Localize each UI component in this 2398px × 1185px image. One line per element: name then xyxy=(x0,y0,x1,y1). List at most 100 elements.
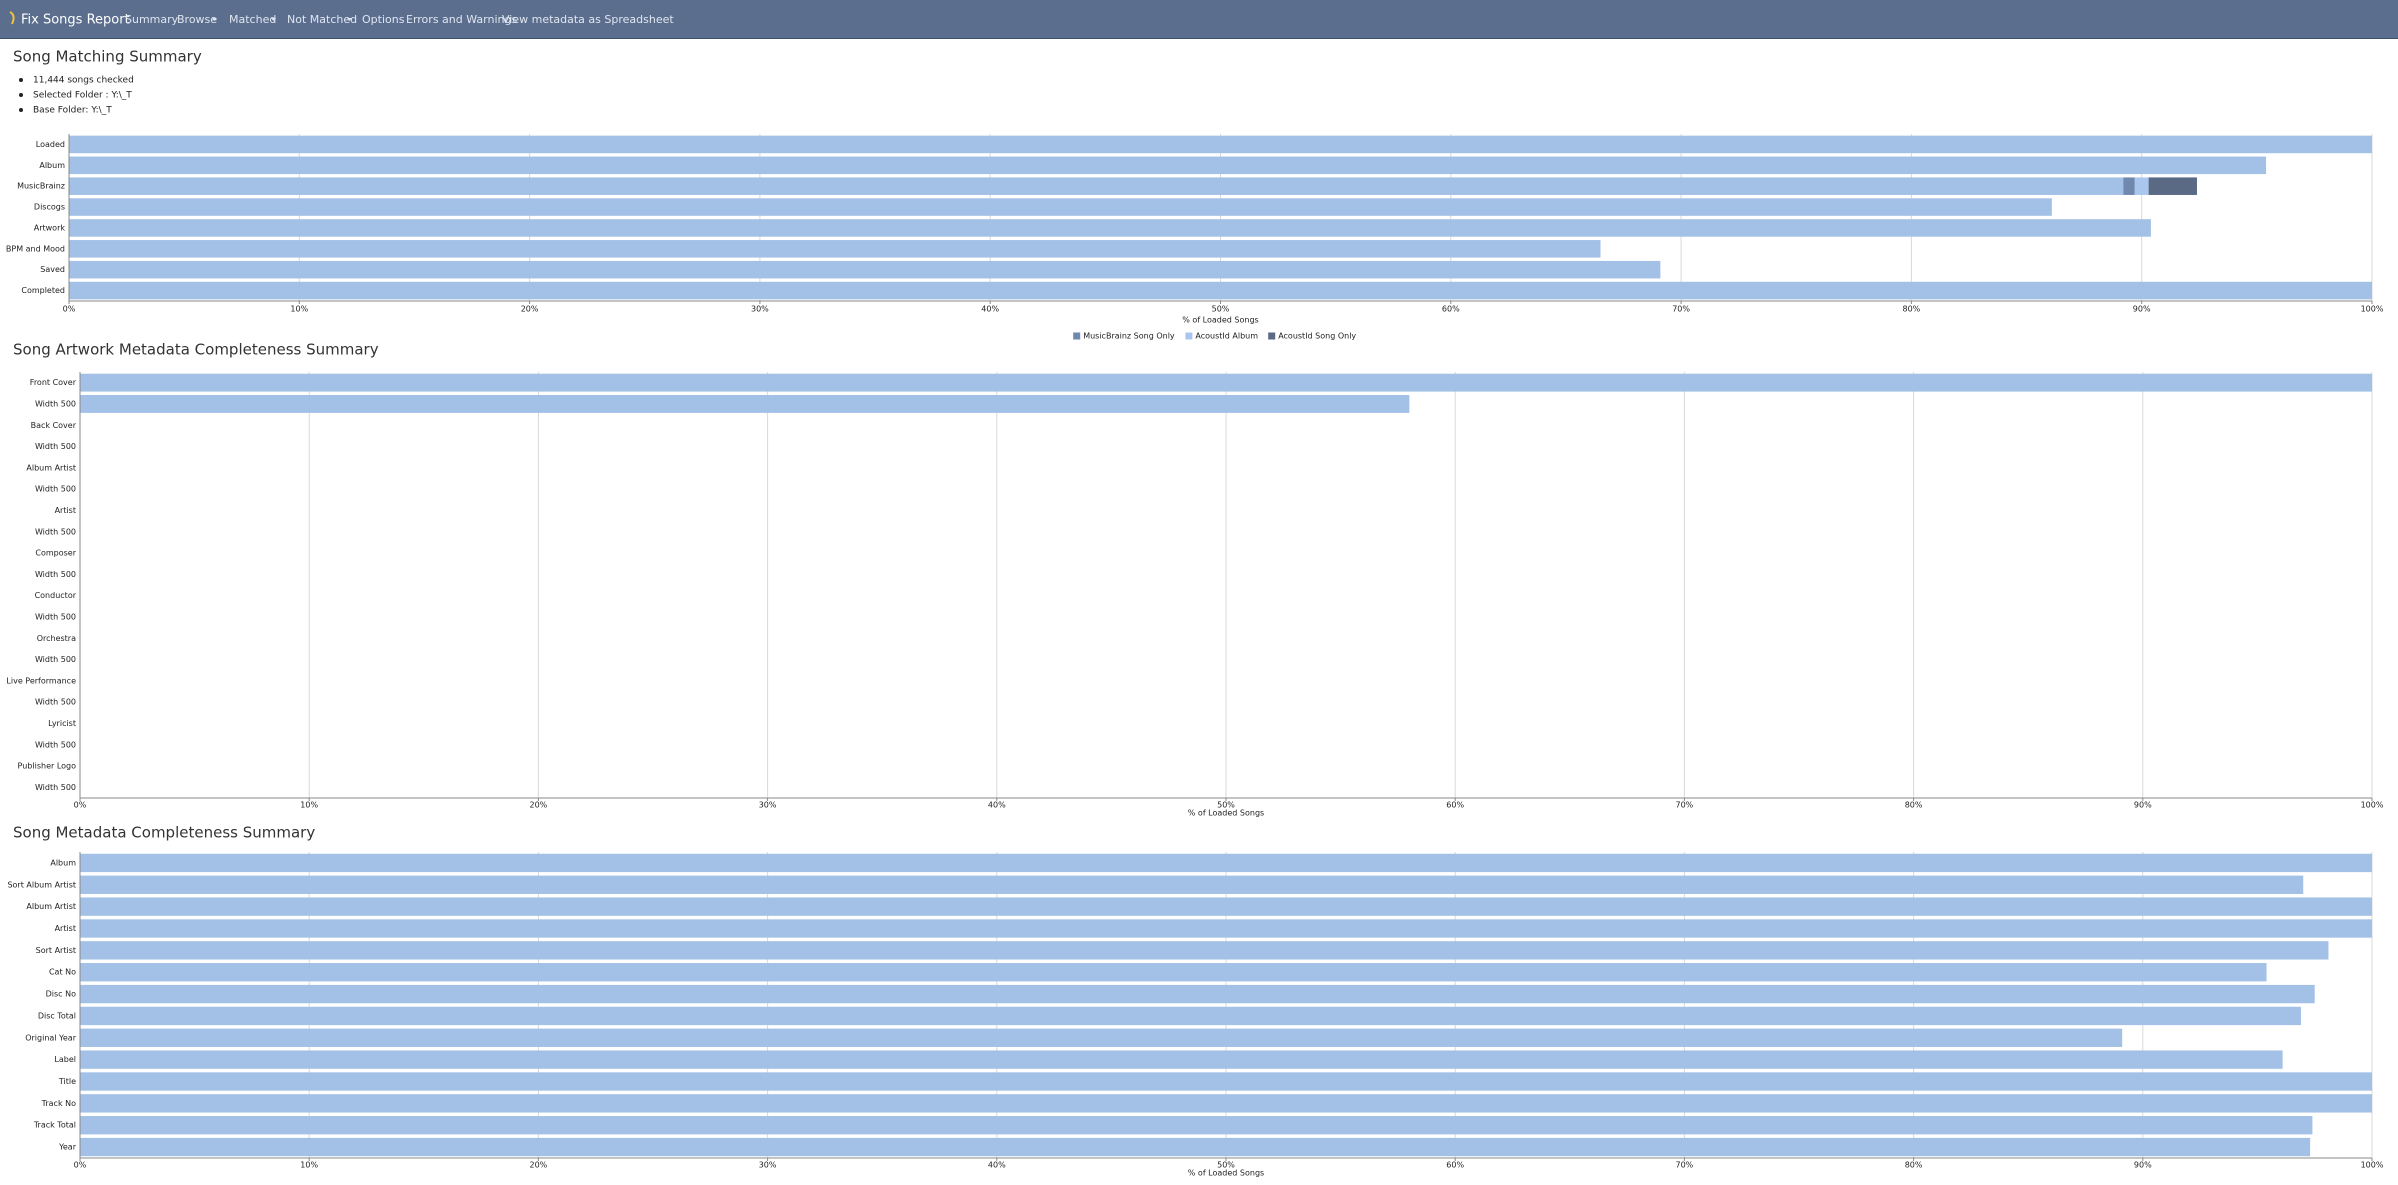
x-tick-label: 100% xyxy=(2361,305,2384,314)
nav-link[interactable]: Summary xyxy=(125,13,179,26)
bar xyxy=(69,240,1601,258)
y-tick-label: Disc Total xyxy=(38,1011,76,1020)
y-tick-label: Track No xyxy=(41,1099,76,1108)
bar xyxy=(80,941,2329,960)
bar xyxy=(80,1116,2313,1135)
x-tick-label: 100% xyxy=(2361,1161,2384,1170)
y-tick-label: Width 500 xyxy=(35,740,76,749)
x-tick-label: 60% xyxy=(1442,305,1460,314)
y-tick-label: Orchestra xyxy=(37,634,76,643)
x-tick-label: 20% xyxy=(521,305,539,314)
x-tick-label: 20% xyxy=(530,801,548,810)
bar xyxy=(80,963,2267,982)
y-tick-label: Live Performance xyxy=(6,676,76,685)
y-tick-label: Saved xyxy=(40,265,65,274)
bar xyxy=(80,1028,2123,1047)
legend-swatch xyxy=(1185,332,1193,340)
y-tick-label: Width 500 xyxy=(35,570,76,579)
summary-item: Selected Folder : Y:\_T xyxy=(33,91,132,101)
y-tick-label: Width 500 xyxy=(35,399,76,408)
y-tick-label: BPM and Mood xyxy=(6,244,65,253)
y-tick-label: Conductor xyxy=(35,591,77,600)
bar xyxy=(80,919,2372,938)
nav-link[interactable]: Options xyxy=(362,13,405,26)
y-tick-label: Width 500 xyxy=(35,485,76,494)
y-tick-label: Artist xyxy=(55,924,76,933)
navbar xyxy=(0,0,2398,38)
y-tick-label: Back Cover xyxy=(31,421,77,430)
y-tick-label: Width 500 xyxy=(35,527,76,536)
bar xyxy=(2134,177,2149,195)
y-tick-label: MusicBrainz xyxy=(17,182,65,191)
x-tick-label: 70% xyxy=(1676,801,1694,810)
x-tick-label: 30% xyxy=(751,305,769,314)
bar xyxy=(80,1006,2301,1026)
x-tick-label: 60% xyxy=(1446,1161,1464,1170)
x-tick-label: 50% xyxy=(1217,1161,1235,1170)
y-tick-label: Width 500 xyxy=(35,655,76,664)
x-tick-label: 50% xyxy=(1212,305,1230,314)
y-tick-label: Year xyxy=(58,1143,77,1152)
x-tick-label: 40% xyxy=(988,801,1006,810)
nav-link[interactable]: View metadata as Spreadsheet xyxy=(502,13,674,26)
bar xyxy=(69,219,2151,237)
x-tick-label: 80% xyxy=(1905,801,1923,810)
nav-link[interactable]: Errors and Warnings xyxy=(406,13,517,26)
y-tick-label: Title xyxy=(58,1077,76,1086)
x-tick-label: 90% xyxy=(2134,801,2152,810)
y-tick-label: Lyricist xyxy=(48,719,76,728)
y-tick-label: Width 500 xyxy=(35,612,76,621)
y-tick-label: Album Artist xyxy=(26,463,76,472)
legend-swatch xyxy=(1268,332,1276,340)
x-tick-label: 40% xyxy=(988,1161,1006,1170)
legend-label: MusicBrainz Song Only xyxy=(1083,332,1175,341)
nav-dropdown[interactable]: Browse xyxy=(177,13,217,26)
x-tick-label: 90% xyxy=(2134,1161,2152,1170)
y-tick-label: Discogs xyxy=(34,203,65,212)
x-tick-label: 40% xyxy=(981,305,999,314)
legend-label: AcoustId Album xyxy=(1195,332,1258,341)
x-tick-label: 30% xyxy=(759,1161,777,1170)
x-tick-label: 100% xyxy=(2361,801,2384,810)
section-title: Song Matching Summary xyxy=(13,48,202,66)
bar xyxy=(80,853,2372,873)
y-tick-label: Artwork xyxy=(34,223,66,232)
y-tick-label: Loaded xyxy=(36,140,65,149)
bar xyxy=(80,1137,2311,1157)
summary-item: 11,444 songs checked xyxy=(33,76,134,86)
y-tick-label: Completed xyxy=(21,286,65,295)
bar xyxy=(69,260,1661,279)
y-tick-label: Composer xyxy=(35,549,76,558)
x-axis-label: % of Loaded Songs xyxy=(1188,809,1264,818)
bar xyxy=(2148,177,2197,195)
y-tick-label: Width 500 xyxy=(35,442,76,451)
x-tick-label: 30% xyxy=(759,801,777,810)
y-tick-label: Disc No xyxy=(46,990,76,999)
x-tick-label: 0% xyxy=(74,1161,87,1170)
caret xyxy=(347,18,352,21)
bar xyxy=(69,135,2372,154)
nav-dropdown[interactable]: Matched xyxy=(229,13,276,26)
x-tick-label: 10% xyxy=(290,305,308,314)
bar xyxy=(80,395,1410,413)
y-tick-label: Album xyxy=(39,161,65,170)
chart-title: Song Metadata Completeness Summary xyxy=(13,824,315,842)
bar xyxy=(80,373,2372,392)
nav-dropdown[interactable]: Not Matched xyxy=(287,13,357,26)
y-tick-label: Artist xyxy=(55,506,76,515)
brand[interactable]: Fix Songs Report xyxy=(21,13,130,28)
bar xyxy=(80,1094,2372,1113)
x-tick-label: 70% xyxy=(1676,1161,1694,1170)
caret xyxy=(212,18,217,21)
legend-swatch xyxy=(1073,332,1081,340)
x-tick-label: 50% xyxy=(1217,801,1235,810)
bar xyxy=(80,875,2304,894)
x-tick-label: 60% xyxy=(1446,801,1464,810)
bullet xyxy=(19,78,23,82)
y-tick-label: Label xyxy=(54,1055,76,1064)
bar xyxy=(80,1072,2372,1091)
brand-icon xyxy=(9,11,15,25)
summary-item: Base Folder: Y:\_T xyxy=(33,106,112,116)
